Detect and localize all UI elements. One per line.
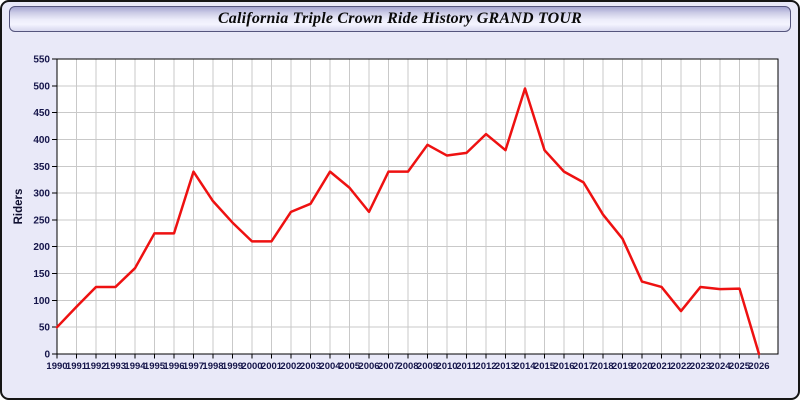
x-tick-label: 2003	[300, 361, 321, 372]
y-tick-label: 350	[33, 162, 50, 173]
x-tick-label: 2005	[339, 361, 361, 372]
x-tick-label: 1995	[144, 361, 166, 372]
y-tick-label: 0	[44, 350, 50, 361]
y-tick-label: 250	[33, 215, 50, 226]
x-tick-label: 2006	[358, 361, 379, 372]
x-tick-label: 1991	[66, 361, 88, 372]
plot-border	[56, 58, 779, 355]
x-tick-label: 2013	[495, 361, 516, 372]
x-tick-label: 2014	[514, 361, 536, 372]
x-tick-label: 2008	[397, 361, 418, 372]
x-tick-label: 2011	[456, 361, 477, 372]
y-tick-label: 550	[33, 55, 50, 66]
title-bar: California Triple Crown Ride History GRA…	[9, 6, 791, 32]
x-tick-label: 2018	[592, 361, 613, 372]
y-axis-title: Riders	[13, 189, 25, 225]
x-tick-label: 2021	[651, 361, 673, 372]
x-tick-label: 2001	[261, 361, 283, 372]
x-tick-label: 1990	[46, 361, 67, 372]
x-tick-label: 2000	[241, 361, 262, 372]
x-tick-label: 2017	[573, 361, 594, 372]
x-tick-label: 2019	[612, 361, 633, 372]
y-tick-label: 50	[39, 323, 51, 334]
x-tick-label: 2025	[729, 361, 751, 372]
y-tick-label: 450	[33, 108, 50, 119]
y-tick-label: 300	[33, 189, 50, 200]
x-tick-label: 1992	[85, 361, 106, 372]
x-tick-label: 2024	[709, 361, 731, 372]
x-tick-label: 2020	[631, 361, 652, 372]
x-tick-label: 2023	[690, 361, 711, 372]
y-tick-label: 200	[33, 242, 50, 253]
y-tick-label: 150	[33, 269, 50, 280]
x-tick-label: 2026	[748, 361, 769, 372]
y-tick-label: 500	[33, 81, 50, 92]
x-tick-label: 1999	[222, 361, 243, 372]
riders-series-line	[55, 87, 761, 356]
x-tick-label: 2015	[534, 361, 556, 372]
x-tick-label: 2004	[319, 361, 341, 372]
x-tick-label: 2010	[436, 361, 457, 372]
x-tick-label: 2022	[670, 361, 691, 372]
x-tick-label: 2012	[475, 361, 496, 372]
x-tick-label: 1993	[105, 361, 126, 372]
y-tick-label: 100	[33, 296, 50, 307]
y-tick-label: 400	[33, 135, 50, 146]
x-tick-label: 2009	[417, 361, 438, 372]
x-tick-label: 2007	[378, 361, 399, 372]
x-tick-label: 2016	[553, 361, 574, 372]
plot-background	[57, 59, 778, 354]
chart-title: California Triple Crown Ride History GRA…	[217, 10, 583, 27]
x-tick-label: 2002	[280, 361, 301, 372]
x-tick-label: 1998	[202, 361, 223, 372]
x-tick-label: 1994	[124, 361, 146, 372]
x-tick-label: 1996	[163, 361, 184, 372]
x-tick-label: 1997	[183, 361, 204, 372]
